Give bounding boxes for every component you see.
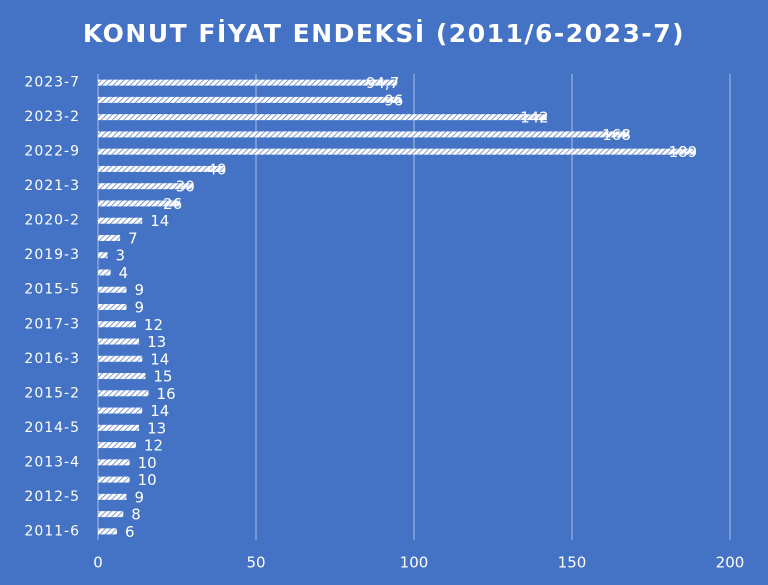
x-tick-label: 50	[246, 554, 265, 572]
bar	[98, 304, 127, 310]
bar	[98, 528, 117, 535]
value-label: 12	[144, 316, 163, 334]
value-label: 4	[119, 264, 129, 282]
bar	[98, 148, 696, 155]
bar	[98, 131, 629, 138]
y-tick-label: 2014-5	[24, 420, 80, 436]
x-tick-label: 100	[400, 554, 429, 572]
y-tick-label: 2022-9	[24, 144, 80, 160]
value-label: 168	[602, 126, 631, 144]
y-tick-label: 2021-3	[24, 178, 80, 194]
bar	[98, 511, 124, 518]
y-tick-label: 2013-4	[24, 454, 80, 470]
bar	[98, 200, 181, 207]
value-label: 40	[207, 160, 226, 178]
value-label: 94,7	[366, 74, 399, 92]
y-tick-label: 2020-2	[24, 213, 80, 229]
bar	[98, 286, 127, 293]
bar	[98, 96, 402, 103]
bar	[98, 373, 146, 380]
value-label: 26	[163, 195, 182, 213]
bar	[98, 165, 225, 172]
value-label: 9	[134, 299, 144, 317]
y-tick-label: 2015-2	[24, 385, 80, 401]
bar	[98, 424, 140, 431]
y-tick-label: 2011-6	[24, 523, 80, 539]
value-label: 10	[138, 471, 157, 489]
bar	[98, 79, 398, 86]
bar	[98, 355, 143, 362]
value-label: 12	[144, 437, 163, 455]
bar	[98, 459, 130, 466]
value-label: 3	[115, 247, 125, 265]
value-label: 15	[153, 368, 172, 386]
bar	[98, 407, 143, 414]
bar	[98, 338, 140, 345]
value-label: 6	[125, 523, 135, 541]
value-label: 14	[150, 402, 169, 420]
x-tick-label: 150	[558, 554, 587, 572]
bar	[98, 114, 547, 121]
bar	[98, 493, 127, 500]
chart-title: KONUT FİYAT ENDEKSİ (2011/6-2023-7)	[83, 18, 685, 48]
value-label: 142	[520, 109, 549, 127]
value-label: 13	[147, 419, 166, 437]
value-label: 30	[176, 178, 195, 196]
value-label: 96	[384, 91, 403, 109]
x-tick-label: 0	[93, 554, 103, 572]
bar	[98, 390, 149, 397]
y-tick-label: 2023-7	[24, 75, 80, 91]
value-label: 14	[150, 350, 169, 368]
bar	[98, 234, 121, 241]
value-label: 16	[157, 385, 176, 403]
y-tick-label: 2015-5	[24, 282, 80, 298]
y-tick-label: 2012-5	[24, 489, 80, 505]
y-tick-label: 2019-3	[24, 247, 80, 263]
y-tick-label: 2017-3	[24, 316, 80, 332]
bar	[98, 217, 143, 224]
value-label: 7	[128, 229, 138, 247]
y-tick-label: 2016-3	[24, 351, 80, 367]
bar	[98, 252, 108, 259]
x-tick-label: 200	[716, 554, 745, 572]
value-label: 9	[134, 281, 144, 299]
value-label: 14	[150, 212, 169, 230]
value-label: 189	[669, 143, 698, 161]
bar	[98, 269, 111, 276]
value-label: 9	[134, 488, 144, 506]
bar	[98, 321, 136, 328]
value-label: 13	[147, 333, 166, 351]
bar	[98, 183, 193, 190]
value-label: 8	[131, 506, 141, 524]
y-tick-label: 2023-2	[24, 109, 80, 125]
bar	[98, 442, 136, 449]
value-label: 10	[138, 454, 157, 472]
bar	[98, 476, 130, 483]
